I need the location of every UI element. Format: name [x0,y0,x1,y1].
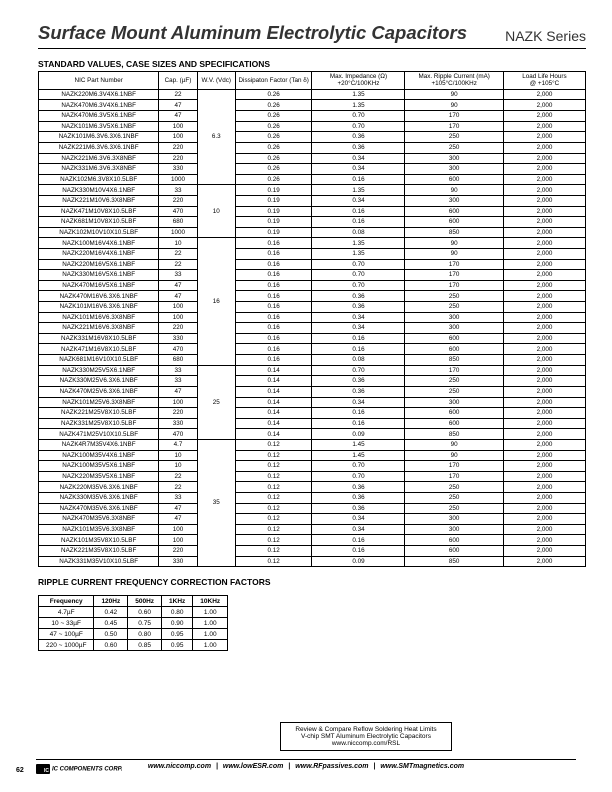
series-label: NAZK Series [505,28,586,44]
table-row: NAZK221M6.3V6.3X8NBF2200.260.343002,000 [39,153,586,164]
table-row: NAZK470M25V6.3X6.1NBF470.140.362502,000 [39,386,586,397]
table-row: NAZK330M25V5X6.1NBF33250.140.701702,000 [39,365,586,376]
reflow-line2: V-chip SMT Aluminum Electrolytic Capacit… [295,733,436,740]
table-row: 10 ~ 33µF0.450.750.901.00 [39,618,228,629]
spec-subtitle: STANDARD VALUES, CASE SIZES AND SPECIFIC… [38,59,586,69]
spec-col-header: Dissipaton Factor (Tan δ) [235,72,312,90]
page-title: Surface Mount Aluminum Electrolytic Capa… [38,22,467,44]
table-row: NAZK220M6.3V4X6.1NBF226.30.261.35902,000 [39,89,586,100]
table-row: 47 ~ 100µF0.500.800.951.00 [39,629,228,640]
table-row: NAZK221M35V8X10.5LBF2200.120.166002,000 [39,546,586,557]
spec-col-header: Load Life Hours@ +105°C [503,72,585,90]
table-row: NAZK101M16V6.3X8NBF1000.160.343002,000 [39,312,586,323]
table-row: NAZK471M25V10X10.5LBF4700.140.098502,000 [39,429,586,440]
spec-col-header: W.V. (Vdc) [197,72,235,90]
table-row: NAZK221M16V6.3X8NBF2200.160.343002,000 [39,323,586,334]
table-row: NAZK470M35V6.3X8NBF470.120.343002,000 [39,514,586,525]
table-row: NAZK331M25V8X10.5LBF3300.140.166002,000 [39,418,586,429]
table-row: NAZK100M35V4X6.1NBF100.121.45902,000 [39,450,586,461]
table-row: NAZK100M35V5X6.1NBF100.120.701702,000 [39,461,586,472]
spec-col-header: NIC Part Number [39,72,159,90]
table-row: NAZK221M10V6.3X8NBF2200.190.343002,000 [39,195,586,206]
table-row: NAZK101M6.3V6.3X6.1NBF1000.260.362502,00… [39,132,586,143]
table-row: NAZK681M10V8X10.5LBF6800.190.166002,000 [39,217,586,228]
table-row: NAZK101M25V6.3X8NBF1000.140.343002,000 [39,397,586,408]
table-row: NAZK100M16V4X6.1NBF10160.161.35902,000 [39,238,586,249]
table-row: NAZK220M16V5X6.1NBF220.160.701702,000 [39,259,586,270]
table-row: NAZK470M16V5X6.1NBF470.160.701702,000 [39,280,586,291]
spec-table: NIC Part NumberCap. (µF)W.V. (Vdc)Dissip… [38,71,586,567]
table-row: NAZK681M16V10X10.5LBF6800.160.088502,000 [39,355,586,366]
page-number: 62 [16,767,24,774]
table-row: NAZK331M35V10X10.5LBF3300.120.098502,000 [39,556,586,567]
reflow-line3: www.niccomp.com/RSL [295,740,436,747]
table-row: 4.7µF0.420.600.801.00 [39,607,228,618]
table-row: 220 ~ 1000µF0.600.850.951.00 [39,640,228,651]
ripple-subtitle: RIPPLE CURRENT FREQUENCY CORRECTION FACT… [38,577,586,587]
table-row: NAZK4R7M35V4X6.1NBF4.7350.121.45902,000 [39,439,586,450]
table-row: NAZK102M10V10X10.5LBF10000.190.088502,00… [39,227,586,238]
table-row: NAZK330M10V4X6.1NBF33100.191.35902,000 [39,185,586,196]
spec-col-header: Cap. (µF) [159,72,197,90]
reflow-box: Review & Compare Reflow Soldering Heat L… [280,722,451,751]
ripple-table: Frequency120Hz500Hz1KHz10KHz 4.7µF0.420.… [38,595,228,651]
table-row: NAZK330M25V6.3X6.1NBF330.140.362502,000 [39,376,586,387]
header: Surface Mount Aluminum Electrolytic Capa… [38,22,586,49]
table-row: NAZK221M25V8X10.5LBF2200.140.166002,000 [39,408,586,419]
table-row: NAZK330M16V5X6.1NBF330.160.701702,000 [39,270,586,281]
table-row: NAZK331M16V8X10.5LBF3300.160.166002,000 [39,333,586,344]
table-row: NAZK471M16V8X10.5LBF4700.160.166002,000 [39,344,586,355]
table-row: NAZK470M6.3V5X6.1NBF470.260.701702,000 [39,111,586,122]
table-row: NAZK102M6.3V8X10.5LBF10000.260.166002,00… [39,174,586,185]
table-row: NAZK470M35V6.3X6.1NBF470.120.362502,000 [39,503,586,514]
reflow-line1: Review & Compare Reflow Soldering Heat L… [295,726,436,733]
table-row: NAZK220M35V5X6.1NBF220.120.701702,000 [39,471,586,482]
table-row: NAZK220M35V6.3X6.1NBF220.120.362502,000 [39,482,586,493]
footer: Review & Compare Reflow Soldering Heat L… [0,722,612,770]
company-logo: IC COMPONENTS CORP. [36,764,123,774]
table-row: NAZK220M16V4X6.1NBF220.161.35902,000 [39,248,586,259]
table-row: NAZK330M35V6.3X6.1NBF330.120.362502,000 [39,493,586,504]
table-row: NAZK101M35V6.3X8NBF1000.120.343002,000 [39,524,586,535]
table-row: NAZK101M16V6.3X6.1NBF1000.160.362502,000 [39,302,586,313]
table-row: NAZK101M6.3V5X6.1NBF1000.260.701702,000 [39,121,586,132]
spec-col-header: Max. Impedance (Ω)+20°C/100KHz [312,72,405,90]
table-row: NAZK470M6.3V4X6.1NBF470.261.35902,000 [39,100,586,111]
table-row: NAZK221M6.3V6.3X6.1NBF2200.260.362502,00… [39,142,586,153]
table-row: NAZK470M16V6.3X6.1NBF470.160.362502,000 [39,291,586,302]
table-row: NAZK471M10V8X10.5LBF4700.190.166002,000 [39,206,586,217]
table-row: NAZK101M35V8X10.5LBF1000.120.166002,000 [39,535,586,546]
spec-col-header: Max. Ripple Current (mA)+105°C/100KHz [405,72,503,90]
table-row: NAZK331M6.3V6.3X8NBF3300.260.343002,000 [39,164,586,175]
